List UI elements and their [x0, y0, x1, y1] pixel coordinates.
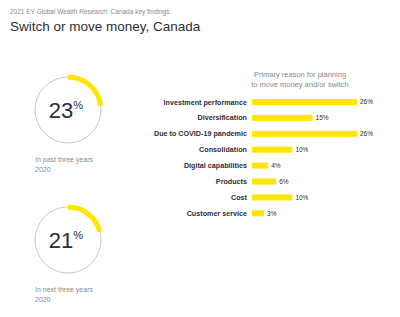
- bar: [252, 163, 268, 169]
- gauge-caption: 2020: [35, 166, 51, 173]
- gauge-value-label: 21%: [49, 228, 83, 253]
- bar: [252, 210, 264, 216]
- bar: [252, 115, 313, 121]
- kicker: 2021 EY Global Wealth Research: Canada k…: [10, 8, 170, 16]
- bar-chart: Primary reason for planningto move money…: [154, 70, 373, 218]
- data-label: 3%: [267, 210, 277, 217]
- data-label: 4%: [271, 162, 281, 169]
- gauge-caption: In past three years: [35, 156, 93, 164]
- category-label: Due to COVID-19 pandemic: [154, 129, 247, 138]
- data-label: 10%: [295, 146, 308, 153]
- bar: [252, 99, 357, 105]
- gauge-track: [35, 207, 101, 273]
- category-label: Products: [216, 177, 247, 186]
- gauge-value-label: 23%: [49, 98, 83, 123]
- bar: [252, 194, 292, 200]
- bar-chart-title: Primary reason for planning: [254, 70, 346, 79]
- category-label: Consolidation: [199, 145, 247, 154]
- gauge-caption: 2020: [35, 296, 51, 303]
- category-label: Cost: [231, 193, 248, 202]
- data-label: 6%: [279, 178, 289, 185]
- data-label: 10%: [295, 194, 308, 201]
- bar: [252, 131, 357, 137]
- category-label: Diversification: [197, 113, 247, 122]
- bars: [252, 99, 357, 216]
- category-label: Investment performance: [164, 98, 247, 107]
- gauge-caption: In next three years: [35, 286, 93, 294]
- category-label: Digital capabilities: [184, 161, 247, 170]
- title: Switch or move money, Canada: [10, 19, 201, 34]
- bar: [252, 147, 292, 153]
- data-label: 15%: [316, 114, 329, 121]
- data-label: 26%: [360, 98, 373, 105]
- background: [0, 0, 400, 317]
- data-label: 26%: [360, 130, 373, 137]
- gauge: 21% In next three years 2020: [35, 207, 101, 303]
- category-label: Customer service: [187, 209, 247, 218]
- bar: [252, 179, 276, 185]
- gauge: 23% In past three years 2020: [35, 77, 101, 173]
- bar-chart-title: to move money and/or switch: [251, 80, 349, 89]
- gauge-track: [35, 77, 101, 143]
- chart-canvas: 2021 EY Global Wealth Research: Canada k…: [0, 0, 400, 317]
